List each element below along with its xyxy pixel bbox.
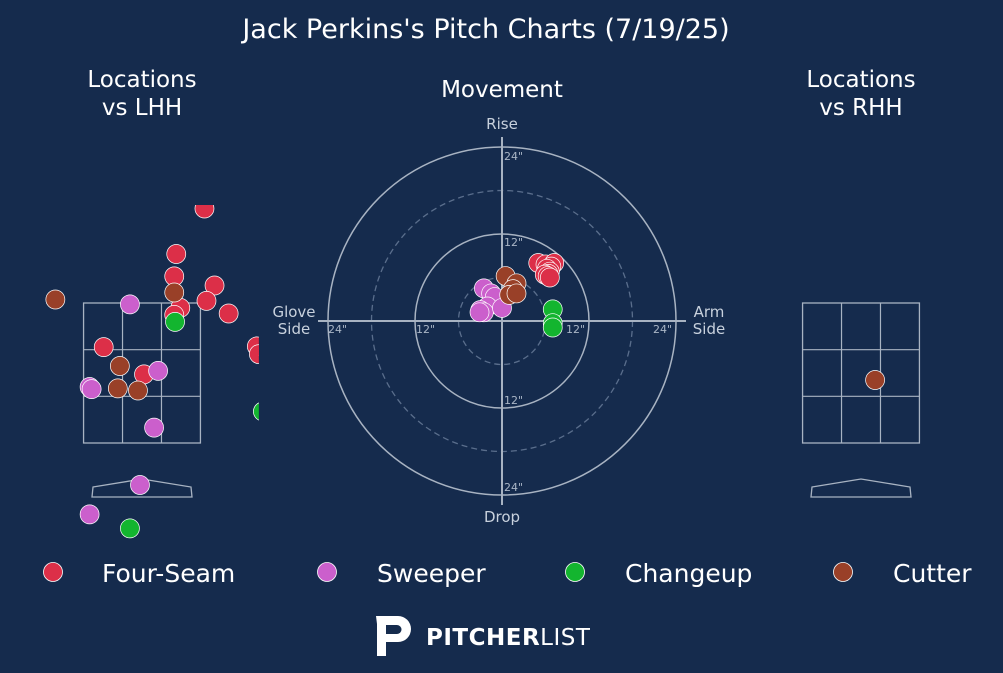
pitcherlist-wordmark: PITCHERLIST: [426, 625, 591, 651]
legend-marker-cutter: [833, 562, 853, 582]
movement-panel-title: Movement: [441, 77, 563, 103]
rhh-pitch-points: [865, 370, 885, 390]
lhh-locations-panel: [45, 205, 259, 539]
glove-side-label-line1: Glove: [272, 303, 315, 321]
lhh-point-cutter: [128, 380, 148, 401]
legend-label-cutter: Cutter: [893, 559, 972, 588]
ring-label-left-12: 12": [416, 323, 435, 336]
lhh-point-cutter: [109, 356, 130, 376]
rhh-locations-panel: [801, 302, 921, 498]
wordmark-light: LIST: [540, 625, 591, 651]
lhh-point-cutter: [164, 282, 185, 303]
lhh-point-four-seam: [93, 337, 114, 357]
legend-marker-sweeper: [317, 562, 337, 582]
rhh-point-cutter: [865, 370, 885, 390]
lhh-point-sweeper: [79, 504, 100, 525]
lhh-point-sweeper: [148, 361, 168, 381]
chart-title: Jack Perkins's Pitch Charts (7/19/25): [240, 14, 729, 45]
legend: Four-Seam Sweeper Changeup Cutter: [43, 559, 972, 588]
lhh-zone-outline: [82, 302, 202, 444]
lhh-panel-title-line1: Locations: [87, 67, 196, 93]
ring-label-top-12: 12": [504, 236, 523, 249]
legend-label-sweeper: Sweeper: [377, 559, 486, 588]
pitcherlist-logo: PITCHERLIST: [376, 616, 591, 656]
ring-label-top-24: 24": [504, 150, 523, 163]
legend-item-changeup: Changeup: [565, 559, 752, 588]
ring-label-left-24: 24": [328, 323, 347, 336]
lhh-point-four-seam: [166, 244, 187, 264]
rhh-home-plate: [810, 478, 912, 498]
lhh-point-four-seam: [196, 291, 217, 311]
ring-label-bottom-12: 12": [504, 394, 523, 407]
lhh-point-sweeper: [81, 379, 102, 399]
legend-label-changeup: Changeup: [625, 559, 752, 588]
lhh-point-four-seam: [204, 275, 225, 296]
movement-point-changeup: [542, 317, 563, 338]
rhh-zone-outline: [801, 302, 921, 444]
lhh-point-changeup: [120, 518, 140, 539]
lhh-point-cutter: [45, 289, 66, 310]
ring-label-right-24: 24": [653, 323, 672, 336]
movement-pitch-points: [469, 253, 565, 338]
lhh-point-sweeper: [120, 294, 140, 315]
lhh-point-sweeper: [130, 475, 150, 495]
rhh-strike-zone: [801, 302, 921, 444]
ring-label-right-12: 12": [566, 323, 585, 336]
wordmark-bold: PITCHER: [426, 625, 540, 651]
lhh-point-sweeper: [144, 417, 164, 438]
drop-label: Drop: [484, 508, 520, 526]
movement-point-four-seam: [539, 267, 560, 288]
legend-marker-changeup: [565, 562, 585, 582]
glove-side-label-line2: Side: [278, 320, 310, 338]
legend-label-four-seam: Four-Seam: [102, 559, 235, 588]
legend-item-sweeper: Sweeper: [317, 559, 486, 588]
lhh-point-four-seam: [249, 344, 259, 364]
lhh-point-changeup: [253, 402, 259, 421]
movement-point-sweeper: [469, 302, 490, 323]
lhh-panel-title-line2: vs LHH: [102, 95, 182, 121]
lhh-point-cutter: [107, 378, 128, 399]
legend-item-cutter: Cutter: [833, 559, 972, 588]
rhh-panel-title-line2: vs RHH: [819, 95, 902, 121]
movement-grid: [318, 137, 686, 505]
movement-point-cutter: [506, 283, 527, 304]
lhh-point-changeup: [165, 312, 185, 332]
arm-side-label-line1: Arm: [694, 303, 725, 321]
ring-label-bottom-24: 24": [504, 481, 523, 494]
movement-panel: Rise Drop Glove Side Arm Side 24" 12" 12…: [272, 115, 725, 526]
rise-label: Rise: [486, 115, 518, 133]
arm-side-label-line2: Side: [693, 320, 725, 338]
lhh-point-four-seam: [194, 205, 215, 219]
rhh-panel-title-line1: Locations: [806, 67, 915, 93]
lhh-pitch-points: [45, 205, 259, 539]
legend-marker-four-seam: [43, 562, 63, 582]
lhh-point-four-seam: [218, 303, 239, 324]
legend-item-four-seam: Four-Seam: [43, 559, 235, 588]
pitcherlist-p-icon: [376, 616, 411, 656]
